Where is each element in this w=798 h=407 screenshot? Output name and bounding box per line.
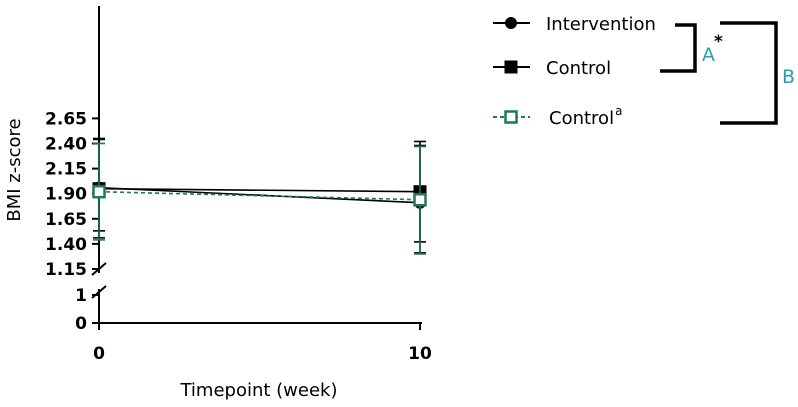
- bracket-a-superscript: *: [714, 32, 723, 52]
- y-tick-label: 2.65: [45, 109, 87, 129]
- y-tick-label: 1.40: [45, 235, 87, 255]
- x-tick-label: 10: [408, 344, 432, 364]
- x-axis-title: Timepoint (week): [179, 380, 337, 401]
- legend-marker: [504, 60, 518, 74]
- y-tick-label: 1: [75, 286, 87, 306]
- legend-marker: [504, 110, 518, 124]
- y-axis-title: BMI z-score: [4, 118, 25, 221]
- series-2: [92, 142, 427, 255]
- bracket-b: [720, 21, 778, 125]
- y-tick-label: 2.40: [45, 135, 87, 155]
- y-tick-label: 1.15: [45, 260, 87, 280]
- bracket-b-label: B: [782, 66, 795, 88]
- significance-brackets: A* B: [660, 21, 795, 125]
- bracket-a: [660, 23, 697, 73]
- data-point: [92, 184, 106, 199]
- series-line: [98, 187, 421, 193]
- x-tick-label: 0: [93, 344, 105, 364]
- y-tick-label: 2.15: [45, 160, 87, 180]
- series-line: [98, 190, 421, 201]
- y-tick-label: 1.90: [45, 185, 87, 205]
- legend-superscript: a: [615, 104, 622, 118]
- legend-label: Intervention: [546, 14, 656, 35]
- y-tick-label: 1.65: [45, 210, 87, 230]
- series-1: [92, 138, 427, 254]
- data-point: [413, 192, 427, 207]
- y-tick-label: 0: [75, 314, 87, 334]
- bracket-a-label: A: [702, 44, 715, 66]
- legend-label: Control: [546, 58, 611, 79]
- legend-marker: [505, 17, 517, 29]
- series-line: [98, 186, 421, 204]
- legend-label: Control: [549, 108, 614, 129]
- series-group: [92, 137, 427, 255]
- axes: [91, 6, 422, 330]
